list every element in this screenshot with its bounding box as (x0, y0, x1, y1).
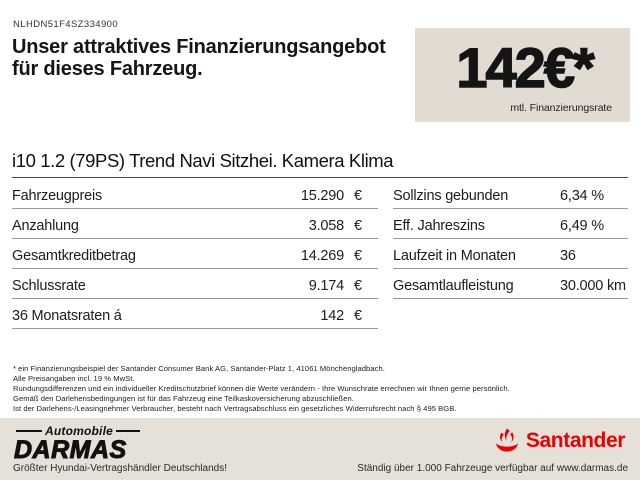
disclaimer-line: * ein Finanzierungsbeispiel der Santande… (13, 364, 385, 373)
logo-rule-right (116, 430, 140, 432)
finance-row-currency: € (354, 188, 362, 204)
finance-row-value: 30.000 km (560, 278, 626, 294)
finance-table: Fahrzeugpreis 15.290 € Anzahlung 3.058 €… (12, 179, 628, 329)
finance-row-label: Gesamtlaufleistung (393, 278, 514, 294)
finance-row-value: 9.174 (308, 278, 344, 294)
headline-line-1: Unser attraktives Finanzierungsangebot (12, 36, 386, 58)
logo-rule-left (16, 430, 42, 432)
finance-row-value: 142 (320, 308, 344, 324)
finance-row-anzahlung: Anzahlung 3.058 € (12, 209, 378, 239)
finance-row-value: 14.269 (300, 248, 344, 264)
finance-row-value: 36 (560, 248, 576, 264)
finance-row-currency: € (354, 278, 362, 294)
finance-row-label: Fahrzeugpreis (12, 188, 103, 204)
footer: Automobile DARMAS Santander Größter Hyun… (0, 418, 640, 480)
finance-row-value: 6,49 % (560, 218, 604, 234)
finance-row-currency: € (354, 218, 362, 234)
finance-row-value: 15.290 (300, 188, 344, 204)
finance-row-label: Anzahlung (12, 218, 79, 234)
monthly-rate-value: 142€* (456, 36, 596, 99)
darmas-logo-script: Automobile (45, 424, 113, 438)
monthly-rate-caption: mtl. Finanzierungsrate (510, 102, 612, 114)
finance-left-column: Fahrzeugpreis 15.290 € Anzahlung 3.058 €… (12, 179, 378, 329)
headline: Unser attraktives Finanzierungsangebot f… (12, 36, 412, 80)
disclaimer-line: Rundungsdifferenzen und ein individuelle… (13, 384, 510, 394)
finance-row-label: Gesamtkreditbetrag (12, 248, 136, 264)
finance-row-label: Laufzeit in Monaten (393, 248, 516, 264)
disclaimer: * ein Finanzierungsbeispiel der Santande… (13, 364, 629, 414)
finance-row-laufzeit: Laufzeit in Monaten 36 (393, 239, 628, 269)
finance-row-label: Eff. Jahreszins (393, 218, 485, 234)
santander-flame-icon (495, 428, 519, 452)
vin-number: NLHDN51F4SZ334900 (13, 19, 119, 30)
finance-row-currency: € (354, 248, 362, 264)
finance-row-gesamtkreditbetrag: Gesamtkreditbetrag 14.269 € (12, 239, 378, 269)
finance-row-label: 36 Monatsraten á (12, 308, 122, 324)
darmas-logo-top: Automobile (16, 425, 140, 437)
finance-row-fahrzeugpreis: Fahrzeugpreis 15.290 € (12, 179, 378, 209)
disclaimer-line: Gemäß den Darlehensbedingungen ist für d… (13, 394, 354, 404)
darmas-logo-wordmark: DARMAS (14, 436, 127, 464)
finance-row-gesamtlaufleistung: Gesamtlaufleistung 30.000 km (393, 269, 628, 299)
darmas-logo: Automobile DARMAS (14, 425, 140, 463)
finance-row-monatsraten: 36 Monatsraten á 142 € (12, 299, 378, 329)
finance-row-label: Sollzins gebunden (393, 188, 509, 204)
availability-tagline: Ständig über 1.000 Fahrzeuge verfügbar a… (357, 463, 628, 474)
monthly-rate-box: 142€* mtl. Finanzierungsrate (415, 28, 630, 122)
finance-row-schlussrate: Schlussrate 9.174 € (12, 269, 378, 299)
finance-row-label: Schlussrate (12, 278, 86, 294)
santander-logo: Santander (494, 428, 625, 452)
vehicle-title: i10 1.2 (79PS) Trend Navi Sitzhei. Kamer… (12, 150, 628, 178)
finance-right-column: Sollzins gebunden 6,34 % Eff. Jahreszins… (393, 179, 628, 329)
finance-row-jahreszins: Eff. Jahreszins 6,49 % (393, 209, 628, 239)
finance-row-currency: € (354, 308, 362, 324)
disclaimer-line: Ist der Darlehens-/Leasingnehmer Verbrau… (13, 404, 457, 414)
headline-line-2: für dieses Fahrzeug. (12, 58, 203, 80)
santander-wordmark: Santander (525, 428, 625, 452)
finance-row-sollzins: Sollzins gebunden 6,34 % (393, 179, 628, 209)
disclaimer-line: Alle Preisangaben incl. 19 % MwSt. (13, 374, 135, 384)
finance-row-value: 6,34 % (560, 188, 604, 204)
dealer-tagline: Größter Hyundai-Vertragshändler Deutschl… (13, 463, 227, 474)
finance-row-value: 3.058 (308, 218, 344, 234)
